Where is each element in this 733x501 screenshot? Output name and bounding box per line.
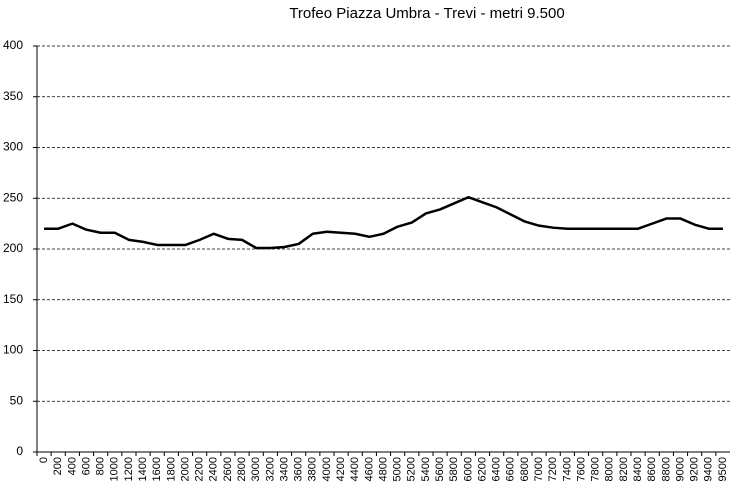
x-tick-label: 7200 (547, 457, 559, 481)
x-tick-label: 3400 (278, 457, 290, 481)
y-tick-label: 400 (3, 38, 23, 52)
line-series (44, 195, 723, 250)
y-tick-label: 300 (3, 140, 23, 154)
x-tick-label: 3800 (307, 457, 319, 481)
x-tick-label: 5400 (420, 457, 432, 481)
x-tick-label: 6200 (476, 457, 488, 481)
x-tick-label: 9200 (689, 457, 701, 481)
x-tick-label: 9000 (674, 457, 686, 481)
x-tick-label: 6600 (505, 457, 517, 481)
x-tick-label: 9400 (703, 457, 715, 481)
x-tick-label: 4600 (363, 457, 375, 481)
x-tick-label: 4000 (321, 457, 333, 481)
x-tick-label: 6400 (491, 457, 503, 481)
y-tick-label: 150 (3, 292, 23, 306)
y-tick-label: 0 (16, 444, 23, 458)
x-tick-label: 3000 (250, 457, 262, 481)
x-tick-label: 7000 (533, 457, 545, 481)
x-tick-label: 4400 (349, 457, 361, 481)
x-tick-label: 8800 (660, 457, 672, 481)
x-tick-label: 4800 (377, 457, 389, 481)
x-tick-label: 2000 (179, 457, 191, 481)
x-tick-label: 4200 (335, 457, 347, 481)
x-tick-label: 2400 (208, 457, 220, 481)
x-tick-label: 5800 (448, 457, 460, 481)
x-tick-label: 5200 (406, 457, 418, 481)
x-tick-label: 2600 (222, 457, 234, 481)
x-tick-label: 3600 (293, 457, 305, 481)
x-tick-label: 9500 (717, 457, 729, 481)
x-tick-label: 7400 (561, 457, 573, 481)
x-tick-label: 3200 (264, 457, 276, 481)
y-tick-label: 250 (3, 190, 23, 204)
chart-title: Trofeo Piazza Umbra - Trevi - metri 9.50… (289, 5, 564, 22)
x-tick-label: 8600 (646, 457, 658, 481)
y-tick-label: 100 (3, 343, 23, 357)
x-tick-label: 8400 (632, 457, 644, 481)
x-tick-label: 8000 (604, 457, 616, 481)
x-tick-label: 2800 (236, 457, 248, 481)
x-tick-label: 7600 (575, 457, 587, 481)
x-tick-label: 1800 (165, 457, 177, 481)
x-tick-label: 5600 (434, 457, 446, 481)
y-tick-label: 200 (3, 241, 23, 255)
x-tick-label: 6800 (519, 457, 531, 481)
x-tick-label: 6000 (462, 457, 474, 481)
x-tick-label: 800 (95, 457, 107, 475)
x-tick-label: 1400 (137, 457, 149, 481)
x-tick-label: 600 (80, 457, 92, 475)
y-tick-label: 50 (10, 393, 24, 407)
x-tick-label: 1000 (109, 457, 121, 481)
x-tick-label: 5000 (392, 457, 404, 481)
x-tick-label: 8200 (618, 457, 630, 481)
x-tick-label: 1200 (123, 457, 135, 481)
x-tick-label: 0 (38, 457, 50, 463)
x-tick-label: 1600 (151, 457, 163, 481)
y-tick-label: 350 (3, 89, 23, 103)
x-tick-label: 2200 (194, 457, 206, 481)
x-tick-label: 200 (52, 457, 64, 475)
x-tick-label: 400 (66, 457, 78, 475)
x-tick-label: 7800 (590, 457, 602, 481)
